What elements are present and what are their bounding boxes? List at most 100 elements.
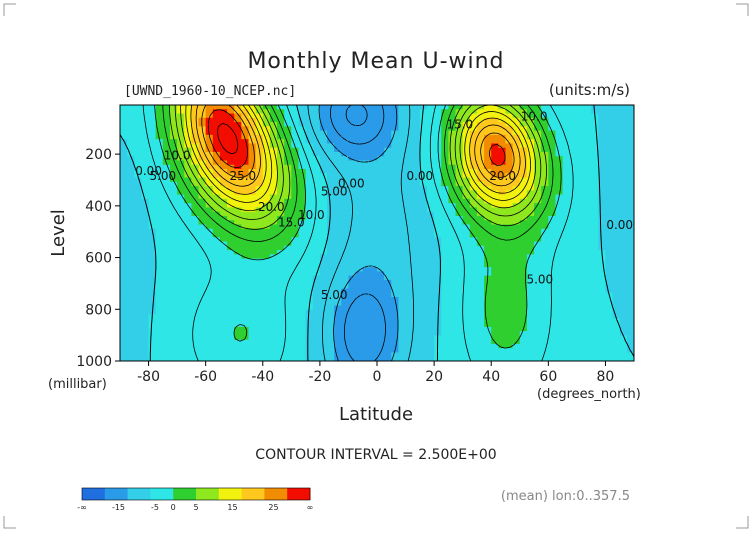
heatmap-cell — [348, 343, 357, 349]
heatmap-cell — [348, 339, 357, 345]
heatmap-cell — [384, 284, 392, 290]
heatmap-cell — [391, 105, 400, 110]
heatmap-cell — [534, 228, 542, 234]
heatmap-cell — [341, 233, 350, 238]
heatmap-cell — [555, 305, 564, 311]
heatmap-cell — [319, 224, 328, 230]
heatmap-cell — [355, 139, 364, 144]
heatmap-cell — [555, 339, 564, 345]
heatmap-cell — [426, 267, 435, 272]
heatmap-cell — [369, 335, 378, 341]
heatmap-cell — [377, 211, 385, 217]
heatmap-cell — [412, 284, 421, 290]
heatmap-cell — [419, 181, 428, 187]
heatmap-cell — [369, 143, 378, 149]
heatmap-cell — [298, 348, 307, 354]
heatmap-cell — [148, 335, 157, 341]
heatmap-cell — [241, 126, 250, 132]
heatmap-cell — [605, 215, 614, 221]
heatmap-cell — [362, 220, 371, 226]
heatmap-cell — [555, 288, 564, 294]
heatmap-cell — [605, 297, 614, 302]
heatmap-cell — [262, 130, 271, 136]
heatmap-cell — [562, 147, 571, 153]
heatmap-cell — [205, 356, 214, 361]
heatmap-cell — [319, 105, 328, 110]
heatmap-cell — [548, 339, 557, 345]
heatmap-cell — [291, 215, 300, 221]
contour-label: 10.0 — [298, 208, 325, 222]
heatmap-cell — [441, 207, 449, 213]
heatmap-cell — [405, 173, 414, 179]
heatmap-cell — [362, 113, 371, 119]
heatmap-cell — [534, 237, 542, 243]
heatmap-cell — [434, 203, 442, 208]
heatmap-cell — [248, 173, 257, 179]
heatmap-cell — [377, 271, 385, 277]
heatmap-cell — [298, 335, 307, 341]
heatmap-cell — [205, 322, 214, 328]
heatmap-cell — [291, 292, 300, 298]
heatmap-cell — [498, 186, 507, 191]
heatmap-cell — [512, 288, 521, 294]
heatmap-cell — [241, 331, 250, 336]
heatmap-cell — [205, 262, 214, 268]
heatmap-cell — [526, 339, 535, 345]
heatmap-cell — [205, 233, 214, 238]
heatmap-cell — [491, 279, 499, 285]
heatmap-cell — [355, 194, 364, 200]
mean-note: (mean) lon:0..357.5 — [501, 489, 630, 504]
heatmap-cell — [269, 271, 278, 277]
heatmap-cell — [541, 215, 549, 221]
heatmap-cell — [191, 297, 200, 302]
heatmap-cell — [405, 134, 414, 140]
heatmap-cell — [412, 241, 421, 247]
heatmap-cell — [191, 284, 200, 290]
heatmap-cell — [462, 267, 471, 272]
heatmap-cell — [348, 348, 357, 354]
heatmap-cell — [548, 335, 557, 341]
heatmap-cell — [312, 117, 321, 123]
heatmap-cell — [277, 160, 285, 166]
heatmap-cell — [234, 126, 242, 132]
heatmap-cell — [127, 245, 135, 251]
heatmap-cell — [491, 233, 499, 238]
heatmap-cell — [248, 245, 257, 251]
heatmap-cell — [291, 241, 300, 247]
heatmap-cell — [155, 275, 164, 281]
heatmap-cell — [505, 173, 514, 179]
heatmap-cell — [405, 169, 414, 174]
heatmap-cell — [419, 203, 428, 208]
heatmap-cell — [448, 262, 457, 268]
heatmap-cell — [619, 237, 628, 243]
heatmap-cell — [291, 122, 300, 127]
heatmap-cell — [569, 284, 578, 290]
heatmap-cell — [134, 297, 143, 302]
heatmap-cell — [398, 271, 407, 277]
heatmap-cell — [134, 352, 143, 358]
heatmap-cell — [441, 258, 449, 264]
heatmap-cell — [469, 186, 478, 191]
heatmap-cell — [141, 237, 150, 243]
heatmap-cell — [555, 109, 564, 115]
heatmap-cell — [348, 250, 357, 255]
heatmap-cell — [526, 279, 535, 285]
heatmap-cell — [512, 169, 521, 174]
heatmap-cell — [141, 284, 150, 290]
heatmap-cell — [476, 164, 485, 170]
heatmap-cell — [255, 233, 264, 238]
heatmap-cell — [177, 151, 185, 157]
heatmap-cell — [548, 250, 557, 255]
heatmap-cell — [319, 314, 328, 319]
heatmap-cell — [241, 207, 250, 213]
heatmap-cell — [455, 331, 464, 336]
heatmap-cell — [177, 147, 185, 153]
heatmap-cell — [384, 134, 392, 140]
heatmap-cell — [455, 356, 464, 361]
heatmap-cell — [277, 105, 285, 110]
heatmap-cell — [248, 254, 257, 260]
heatmap-cell — [355, 305, 364, 311]
heatmap-cell — [277, 297, 285, 302]
heatmap-cell — [391, 177, 400, 183]
heatmap-cell — [241, 267, 250, 272]
